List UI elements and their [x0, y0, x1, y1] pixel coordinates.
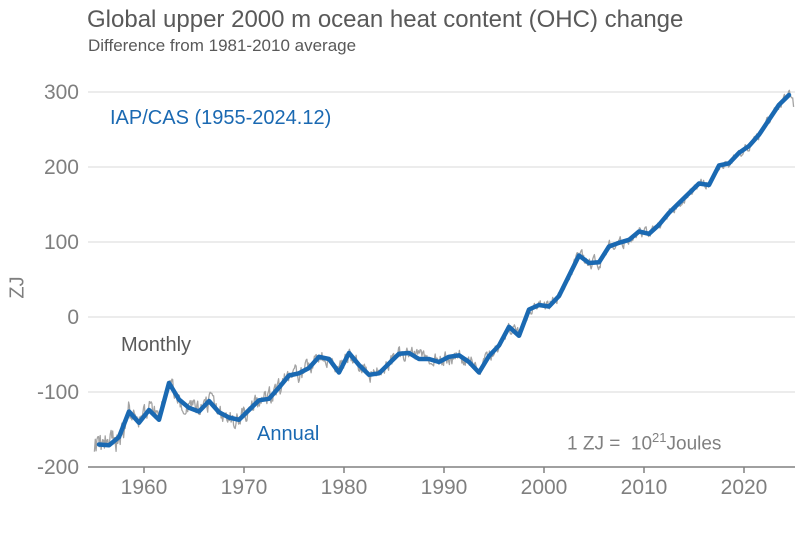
y-tick-label: 0 [67, 306, 79, 329]
y-axis-label: ZJ [6, 276, 29, 299]
annual-series-label: Annual [257, 423, 320, 445]
unit-note: 1 ZJ = 1021Joules [567, 430, 721, 455]
x-tick-label: 1970 [221, 476, 268, 499]
x-tick-label: 1960 [121, 476, 168, 499]
chart-title: Global upper 2000 m ocean heat content (… [87, 6, 684, 33]
y-tick-label: 200 [44, 156, 79, 179]
unit-note-exponent: 21 [652, 430, 667, 445]
y-tick-label: 300 [44, 81, 79, 104]
x-tick-label: 2020 [721, 476, 768, 499]
monthly-line [93, 89, 795, 453]
chart-subtitle: Difference from 1981-2010 average [88, 36, 357, 55]
y-tick-label: -200 [37, 456, 79, 479]
monthly-series-label: Monthly [121, 334, 192, 356]
x-tick-label: 1990 [421, 476, 468, 499]
unit-note-suffix: Joules [666, 433, 722, 455]
x-tick-labels: 1960 1970 1980 1990 2000 2010 2020 [121, 476, 768, 499]
gridlines [88, 91, 795, 393]
x-tick-label: 2000 [521, 476, 568, 499]
annual-line [96, 92, 792, 448]
x-axis [88, 466, 795, 473]
dataset-label: IAP/CAS (1955-2024.12) [110, 107, 332, 129]
y-tick-label: 100 [44, 231, 79, 254]
y-tick-labels: -200 -100 0 100 200 300 [37, 81, 79, 479]
x-tick-label: 1980 [321, 476, 368, 499]
unit-note-prefix: 1 ZJ = 10 [567, 433, 653, 455]
y-tick-label: -100 [37, 381, 79, 404]
x-tick-label: 2010 [621, 476, 668, 499]
